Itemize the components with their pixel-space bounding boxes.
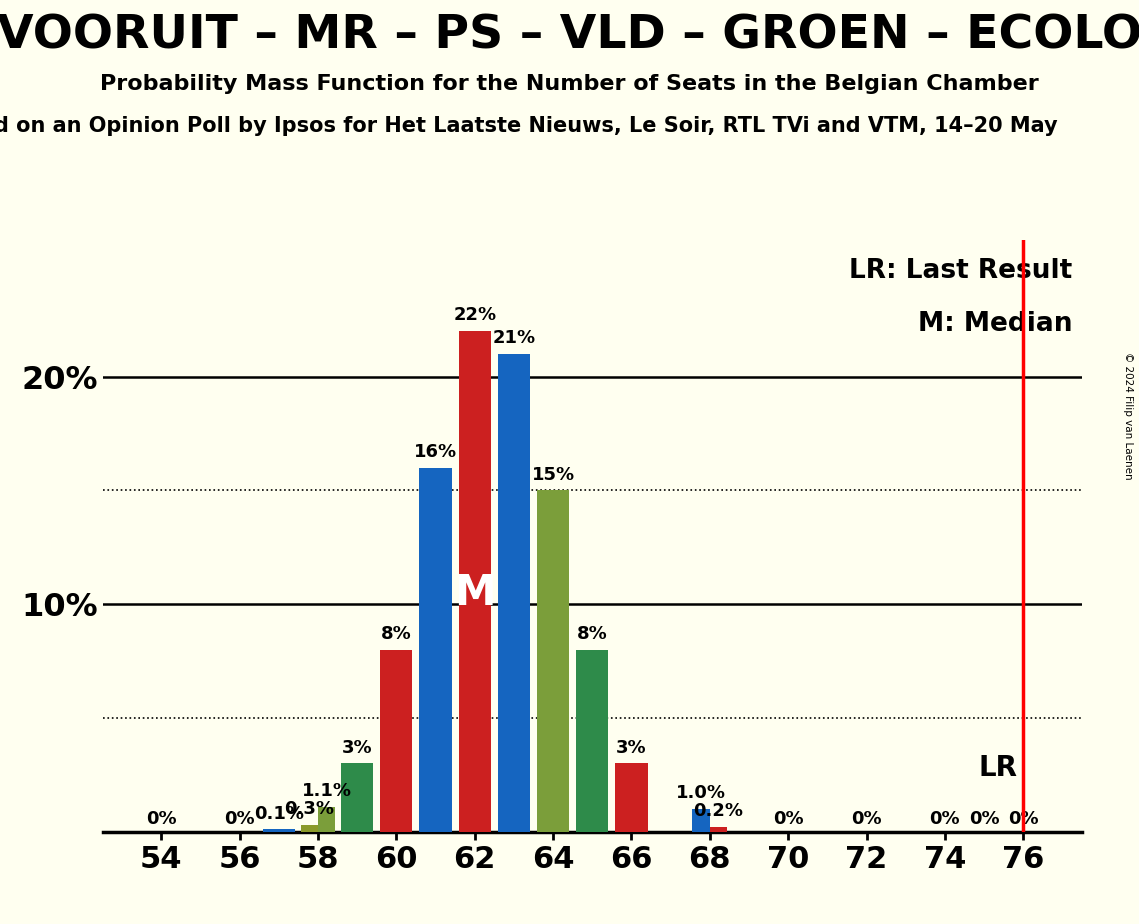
Text: d on an Opinion Poll by Ipsos for Het Laatste Nieuws, Le Soir, RTL TVi and VTM, : d on an Opinion Poll by Ipsos for Het La… (0, 116, 1058, 136)
Bar (301, 825, 318, 832)
Text: 8%: 8% (382, 625, 411, 643)
Bar (615, 763, 648, 832)
Text: 0%: 0% (851, 810, 882, 828)
Bar (263, 830, 295, 832)
Bar (459, 331, 491, 832)
Text: 0%: 0% (146, 810, 177, 828)
Text: 16%: 16% (413, 443, 457, 461)
Text: 22%: 22% (453, 307, 497, 324)
Text: LR: LR (978, 754, 1017, 782)
Text: 0%: 0% (224, 810, 255, 828)
Text: Probability Mass Function for the Number of Seats in the Belgian Chamber: Probability Mass Function for the Number… (100, 74, 1039, 94)
Bar (498, 354, 530, 832)
Text: 0.2%: 0.2% (694, 802, 744, 821)
Bar (536, 491, 570, 832)
Text: LR: Last Result: LR: Last Result (849, 258, 1072, 284)
Text: VOORUIT – MR – PS – VLD – GROEN – ECOLO: VOORUIT – MR – PS – VLD – GROEN – ECOLO (0, 14, 1139, 59)
Text: 0%: 0% (1008, 810, 1039, 828)
Text: 21%: 21% (492, 329, 535, 347)
Text: 1.1%: 1.1% (302, 782, 352, 800)
Text: 0%: 0% (773, 810, 803, 828)
Bar (419, 468, 452, 832)
Text: 0.3%: 0.3% (285, 800, 335, 818)
Text: 8%: 8% (577, 625, 607, 643)
Bar (693, 808, 710, 832)
Bar (318, 807, 336, 832)
Text: 0%: 0% (929, 810, 960, 828)
Text: 0%: 0% (969, 810, 999, 828)
Text: M: M (454, 572, 495, 614)
Bar (710, 827, 728, 832)
Bar (380, 650, 412, 832)
Bar (341, 763, 374, 832)
Text: 1.0%: 1.0% (677, 784, 727, 802)
Text: © 2024 Filip van Laenen: © 2024 Filip van Laenen (1123, 352, 1133, 480)
Text: 3%: 3% (616, 738, 647, 757)
Text: 15%: 15% (532, 466, 575, 483)
Text: M: Median: M: Median (918, 311, 1072, 337)
Text: 0.1%: 0.1% (254, 805, 304, 822)
Text: 3%: 3% (342, 738, 372, 757)
Bar (576, 650, 608, 832)
